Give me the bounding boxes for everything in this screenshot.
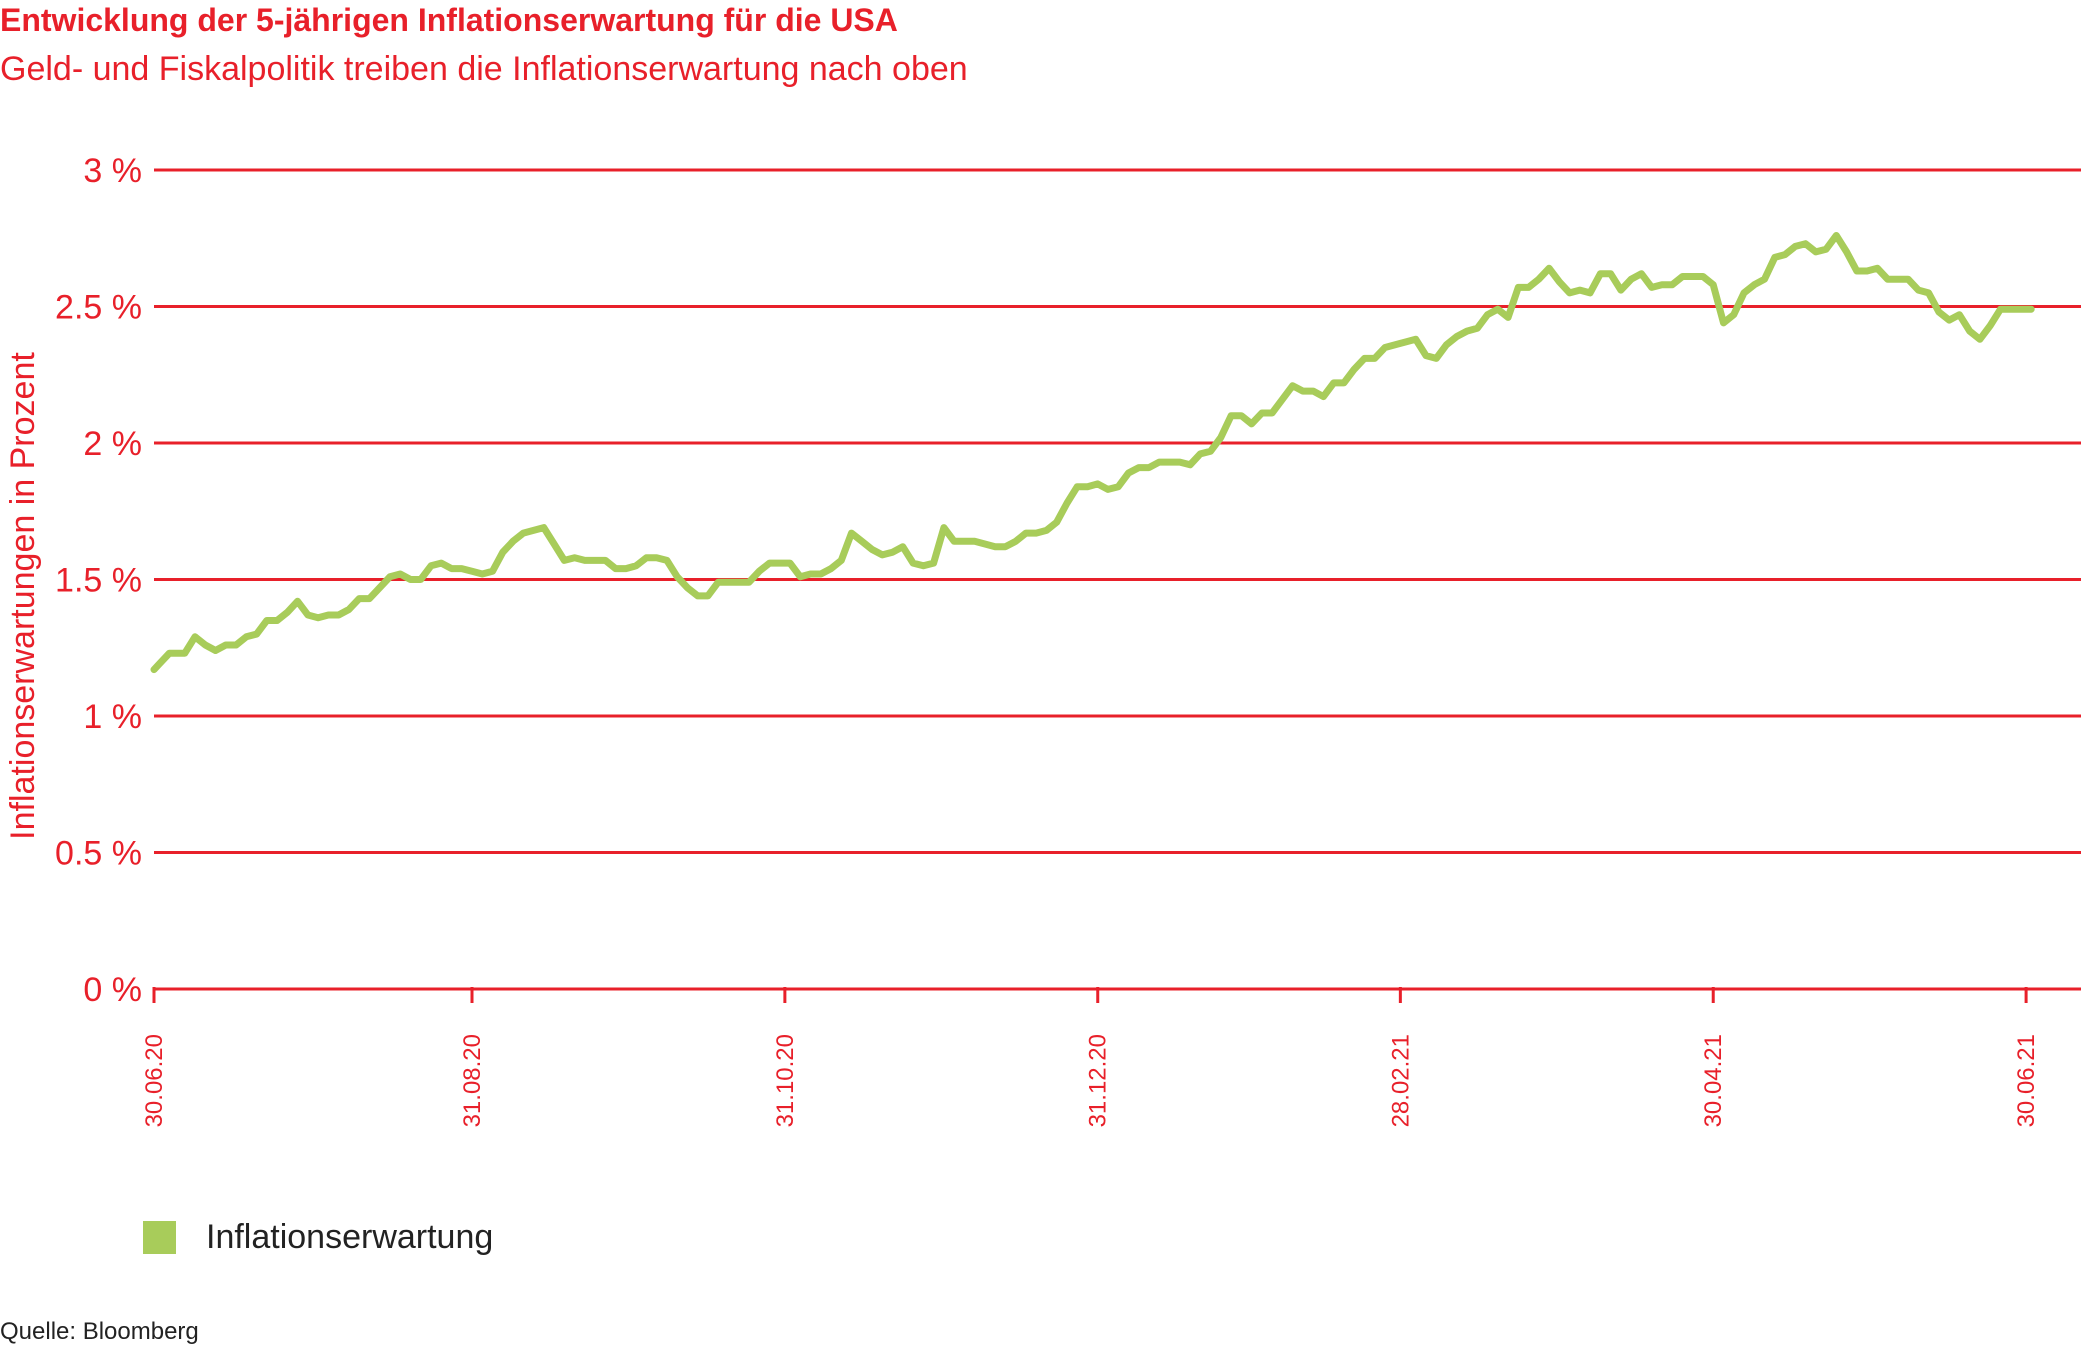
series-lines bbox=[150, 232, 2035, 674]
legend: Inflationserwartung bbox=[143, 1218, 493, 1257]
y-tick-label: 1 % bbox=[83, 698, 142, 736]
y-tick-label: 2.5 % bbox=[55, 289, 142, 327]
y-tick-label: 1.5 % bbox=[55, 562, 142, 600]
x-tick-labels: 30.06.20 31.08.20 31.10.20 31.12.20 28.02.21… bbox=[141, 1034, 2040, 1127]
x-tick-label: 30.06.21 bbox=[2013, 1034, 2040, 1127]
x-tick-label: 30.04.21 bbox=[1700, 1034, 1727, 1127]
y-tick-label: 3 % bbox=[83, 152, 142, 190]
legend-swatch bbox=[143, 1221, 176, 1254]
x-axis bbox=[152, 987, 2081, 1003]
source-note: Quelle: Bloomberg bbox=[0, 1318, 199, 1345]
series-line-inflationserwartung bbox=[150, 232, 2035, 674]
x-tick-label: 31.10.20 bbox=[772, 1034, 799, 1127]
y-axis-label: Inflationserwartungen in Prozent bbox=[4, 352, 42, 840]
y-tick-label: 0.5 % bbox=[55, 835, 142, 873]
legend-label: Inflationserwartung bbox=[206, 1218, 494, 1256]
x-tick-label: 28.02.21 bbox=[1387, 1034, 1414, 1127]
y-tick-labels: 0 % 0.5 % 1 % 1.5 % 2 % 2.5 % 3 % bbox=[55, 152, 142, 1009]
y-tick-label: 2 % bbox=[83, 425, 142, 463]
x-tick-label: 30.06.20 bbox=[141, 1034, 168, 1127]
gridlines bbox=[154, 168, 2081, 854]
chart-subtitle: Geld- und Fiskalpolitik treiben die Infl… bbox=[0, 50, 968, 88]
chart-title: Entwicklung der 5-jährigen Inflationserw… bbox=[0, 2, 898, 38]
y-tick-label: 0 % bbox=[83, 971, 142, 1009]
x-tick-label: 31.08.20 bbox=[459, 1034, 486, 1127]
x-tick-label: 31.12.20 bbox=[1085, 1034, 1112, 1127]
